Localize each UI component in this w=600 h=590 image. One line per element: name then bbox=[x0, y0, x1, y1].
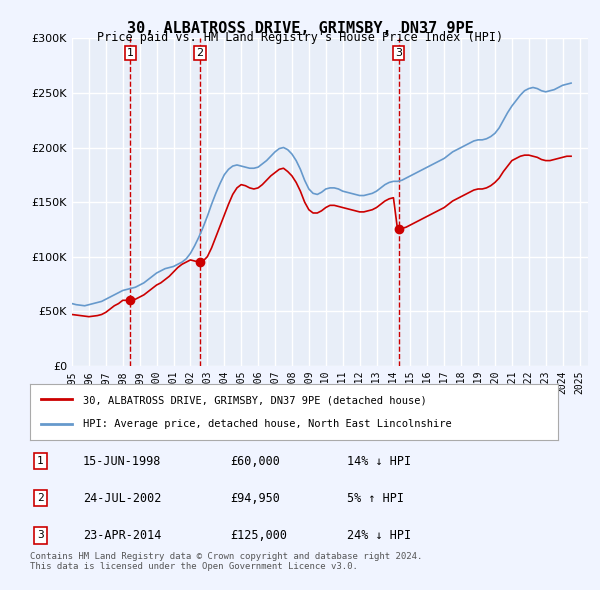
Text: 2: 2 bbox=[37, 493, 44, 503]
Text: £94,950: £94,950 bbox=[230, 491, 281, 504]
Text: 1: 1 bbox=[37, 456, 44, 466]
Text: 14% ↓ HPI: 14% ↓ HPI bbox=[347, 454, 411, 467]
Text: 24% ↓ HPI: 24% ↓ HPI bbox=[347, 529, 411, 542]
Text: This data is licensed under the Open Government Licence v3.0.: This data is licensed under the Open Gov… bbox=[30, 562, 358, 571]
Text: 1: 1 bbox=[127, 48, 134, 58]
Text: Price paid vs. HM Land Registry's House Price Index (HPI): Price paid vs. HM Land Registry's House … bbox=[97, 31, 503, 44]
Text: £60,000: £60,000 bbox=[230, 454, 281, 467]
Text: 24-JUL-2002: 24-JUL-2002 bbox=[83, 491, 161, 504]
Text: HPI: Average price, detached house, North East Lincolnshire: HPI: Average price, detached house, Nort… bbox=[83, 419, 452, 429]
Text: 5% ↑ HPI: 5% ↑ HPI bbox=[347, 491, 404, 504]
Text: 3: 3 bbox=[395, 48, 402, 58]
Text: Contains HM Land Registry data © Crown copyright and database right 2024.: Contains HM Land Registry data © Crown c… bbox=[30, 552, 422, 561]
Text: 30, ALBATROSS DRIVE, GRIMSBY, DN37 9PE (detached house): 30, ALBATROSS DRIVE, GRIMSBY, DN37 9PE (… bbox=[83, 395, 427, 405]
Text: £125,000: £125,000 bbox=[230, 529, 287, 542]
Text: 3: 3 bbox=[37, 530, 44, 540]
Text: 30, ALBATROSS DRIVE, GRIMSBY, DN37 9PE: 30, ALBATROSS DRIVE, GRIMSBY, DN37 9PE bbox=[127, 21, 473, 35]
Text: 2: 2 bbox=[196, 48, 203, 58]
Text: 23-APR-2014: 23-APR-2014 bbox=[83, 529, 161, 542]
Text: 15-JUN-1998: 15-JUN-1998 bbox=[83, 454, 161, 467]
